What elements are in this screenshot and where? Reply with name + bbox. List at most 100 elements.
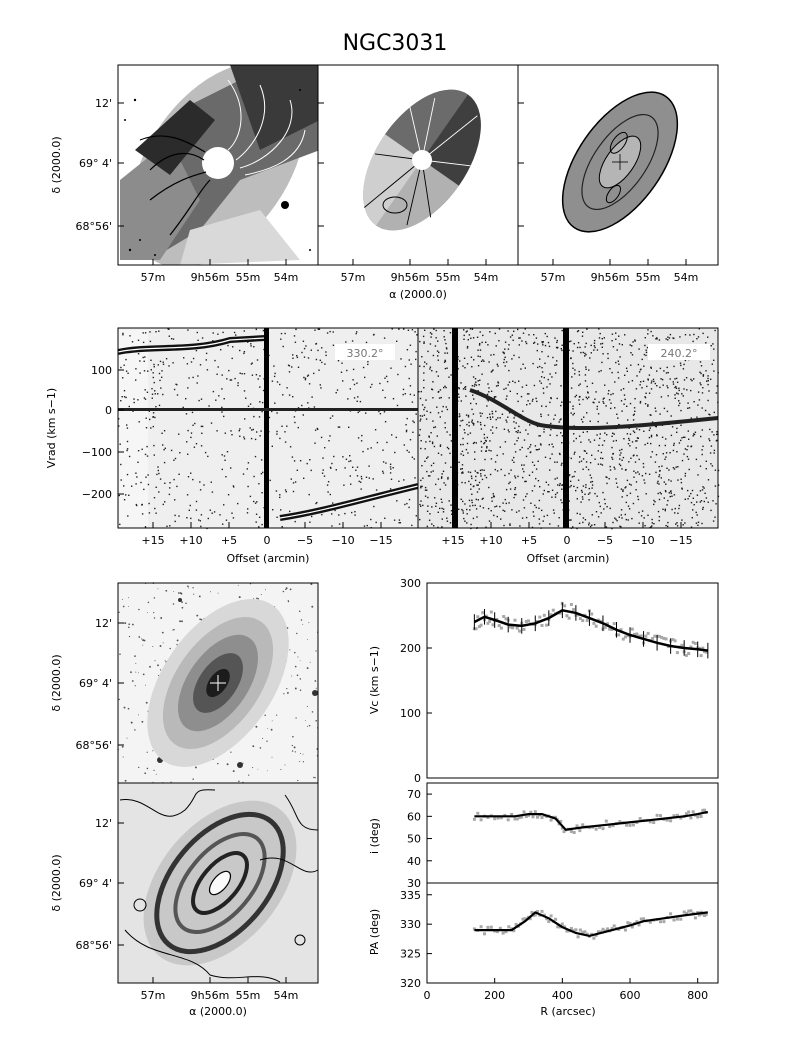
radius-axis-label: R (arcsec)	[540, 1005, 595, 1018]
offset-tick-label: −5	[297, 534, 313, 547]
data-point	[558, 925, 562, 929]
data-point	[601, 927, 605, 931]
data-point	[527, 619, 530, 623]
data-point	[592, 621, 596, 625]
data-point	[556, 925, 560, 929]
ra-tick-label: 57m	[341, 271, 366, 284]
data-point	[569, 927, 573, 930]
dec-tick-label: 68°56'	[75, 220, 112, 233]
ra-tick-label: 54m	[474, 271, 499, 284]
data-point	[563, 604, 567, 608]
y-tick-label: 300	[400, 577, 421, 590]
data-point	[675, 813, 679, 817]
y-tick-label: 335	[400, 889, 421, 902]
data-point	[554, 815, 558, 819]
data-point	[474, 627, 478, 631]
data-point	[610, 927, 614, 931]
data-point	[527, 813, 530, 817]
data-point	[648, 820, 652, 824]
data-point	[606, 622, 609, 626]
data-point	[559, 819, 563, 823]
data-point	[578, 617, 582, 621]
data-point	[498, 926, 502, 930]
offset-tick-label: +5	[521, 534, 537, 547]
data-point	[659, 920, 662, 924]
ra-tick-label: 9h56m	[191, 989, 230, 1002]
ra-tick-label: 55m	[636, 271, 661, 284]
pa-label: 240.2°	[661, 347, 698, 360]
offset-tick-label: +15	[141, 534, 164, 547]
inclination-line	[474, 810, 709, 831]
data-point	[524, 620, 528, 623]
x-tick-label: 600	[620, 989, 641, 1002]
data-point	[518, 629, 521, 633]
pa-label: 330.2°	[347, 347, 384, 360]
data-point	[479, 623, 483, 627]
data-point	[569, 830, 573, 833]
dec-tick-label: 12'	[95, 617, 112, 630]
data-point	[664, 637, 668, 641]
ra-axis-label: α (2000.0)	[389, 288, 447, 301]
ra-tick-label: 57m	[141, 271, 166, 284]
offset-tick-label: +5	[221, 534, 237, 547]
data-point	[625, 823, 629, 827]
data-point	[637, 634, 641, 638]
data-point	[671, 638, 675, 641]
data-point	[687, 909, 691, 913]
data-point	[608, 627, 612, 631]
data-point	[572, 831, 576, 834]
data-point	[604, 819, 608, 823]
data-point	[701, 808, 705, 812]
data-point	[697, 913, 701, 917]
data-point	[549, 914, 553, 918]
data-point	[612, 924, 616, 928]
ra-tick-label: 57m	[541, 271, 566, 284]
data-point	[626, 921, 630, 925]
data-point	[630, 627, 634, 631]
x-tick-label: 400	[552, 989, 573, 1002]
data-point	[672, 918, 676, 922]
data-point	[488, 619, 492, 623]
data-point	[538, 615, 542, 619]
data-point	[585, 618, 589, 622]
vrad-tick-label: 0	[105, 404, 112, 417]
data-point	[704, 650, 708, 654]
data-point	[611, 824, 615, 828]
data-point	[662, 636, 666, 640]
data-point	[545, 623, 549, 627]
data-point	[523, 917, 527, 921]
dec-axis-label: δ (2000.0)	[50, 654, 63, 711]
data-point	[532, 913, 536, 917]
offset-tick-label: −10	[331, 534, 354, 547]
pa-axis-label: PA (deg)	[368, 909, 381, 955]
x-tick-label: 0	[424, 989, 431, 1002]
vrad-tick-label: −200	[82, 488, 112, 501]
y-tick-label: 40	[407, 855, 421, 868]
dec-tick-label: 68°56'	[75, 939, 112, 952]
data-point	[642, 917, 646, 921]
data-point	[621, 637, 625, 641]
data-point	[540, 624, 544, 627]
data-point	[703, 808, 706, 812]
offset-tick-label: −15	[669, 534, 692, 547]
data-point	[540, 816, 544, 820]
data-point	[514, 922, 518, 926]
data-point	[476, 811, 480, 815]
data-point	[569, 603, 573, 606]
data-point	[635, 632, 639, 636]
data-point	[699, 815, 703, 818]
dec-tick-label: 69° 4'	[79, 877, 112, 890]
data-point	[562, 830, 566, 834]
data-point	[657, 634, 661, 638]
data-point	[521, 917, 525, 921]
data-point	[594, 933, 598, 937]
offset-axis-label: Offset (arcmin)	[527, 552, 610, 565]
rotation-curve-panels: 0 100 200 300 30 40 50 60 70 320 325 330 335 0 200 400 6…	[400, 577, 719, 1002]
data-point	[648, 920, 652, 924]
data-point	[696, 815, 700, 819]
data-point	[618, 820, 622, 824]
data-point	[522, 810, 526, 814]
ra-tick-label: 54m	[274, 271, 299, 284]
data-point	[691, 640, 695, 644]
